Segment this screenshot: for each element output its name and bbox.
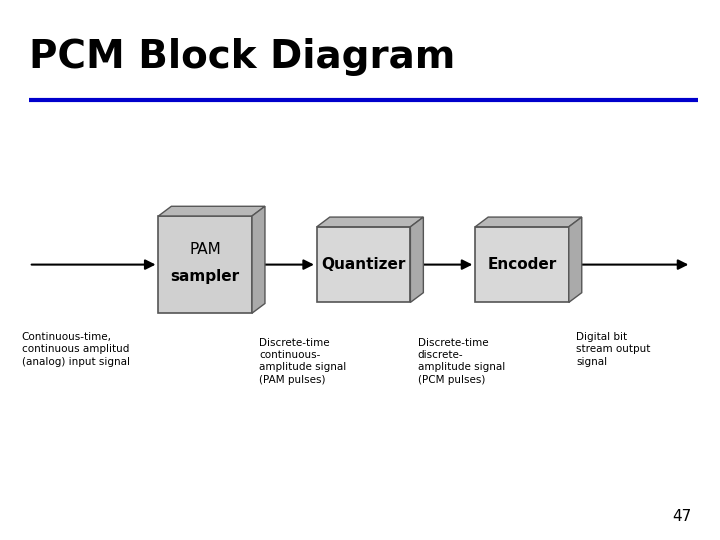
Text: Continuous-time,
continuous amplitud
(analog) input signal: Continuous-time, continuous amplitud (an… [22,332,130,367]
Text: Digital bit
stream output
signal: Digital bit stream output signal [576,332,650,367]
Polygon shape [475,217,582,227]
Text: PCM Block Diagram: PCM Block Diagram [29,38,455,76]
Polygon shape [317,217,423,227]
Polygon shape [569,217,582,302]
Text: Discrete-time
discrete-
amplitude signal
(PCM pulses): Discrete-time discrete- amplitude signal… [418,338,505,384]
FancyBboxPatch shape [158,216,252,313]
FancyBboxPatch shape [475,227,569,302]
Text: Discrete-time
continuous-
amplitude signal
(PAM pulses): Discrete-time continuous- amplitude sign… [259,338,346,384]
Polygon shape [410,217,423,302]
Polygon shape [158,206,265,216]
Text: Quantizer: Quantizer [321,257,406,272]
Text: PAM: PAM [189,242,221,257]
FancyBboxPatch shape [317,227,410,302]
Text: sampler: sampler [171,269,240,284]
Text: 47: 47 [672,509,691,524]
Text: Encoder: Encoder [487,257,557,272]
Polygon shape [252,206,265,313]
